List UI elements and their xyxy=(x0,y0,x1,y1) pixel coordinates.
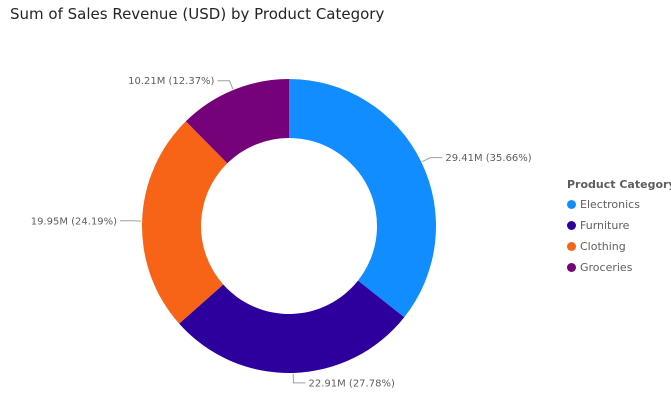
slice-clothing[interactable] xyxy=(142,121,228,324)
leader-line-furniture xyxy=(292,373,306,384)
legend-items: Electronics Furniture Clothing Groceries xyxy=(567,194,671,278)
chart-title: Sum of Sales Revenue (USD) by Product Ca… xyxy=(10,5,385,23)
labels-layer: 29.41M (35.66%) 22.91M (27.78%) 19.95M (24… xyxy=(31,76,532,389)
legend-label-groceries: Groceries xyxy=(580,261,633,274)
data-label-furniture: 22.91M (27.78%) xyxy=(308,378,394,389)
legend-item-clothing[interactable]: Clothing xyxy=(567,236,671,257)
legend-label-clothing: Clothing xyxy=(580,240,626,253)
legend-title: Product Category xyxy=(567,178,671,191)
legend-item-electronics[interactable]: Electronics xyxy=(567,194,671,215)
legend-marker-furniture xyxy=(567,221,576,230)
slice-electronics[interactable] xyxy=(289,79,436,318)
data-label-clothing: 19.95M (24.19%) xyxy=(31,216,117,227)
legend-label-electronics: Electronics xyxy=(580,198,640,211)
slice-groceries[interactable] xyxy=(185,79,289,164)
data-label-electronics: 29.41M (35.66%) xyxy=(445,153,531,164)
legend-marker-clothing xyxy=(567,242,576,251)
legend-marker-electronics xyxy=(567,200,576,209)
data-label-groceries: 10.21M (12.37%) xyxy=(128,76,214,87)
leader-line-electronics xyxy=(422,157,443,162)
slices-layer xyxy=(142,79,436,373)
legend-marker-groceries xyxy=(567,263,576,272)
slice-furniture[interactable] xyxy=(179,280,405,373)
legend-label-furniture: Furniture xyxy=(580,219,630,232)
leader-line-groceries xyxy=(217,80,234,90)
legend: Product Category Electronics Furniture Clo… xyxy=(567,178,671,278)
legend-item-groceries[interactable]: Groceries xyxy=(567,257,671,278)
legend-item-furniture[interactable]: Furniture xyxy=(567,215,671,236)
